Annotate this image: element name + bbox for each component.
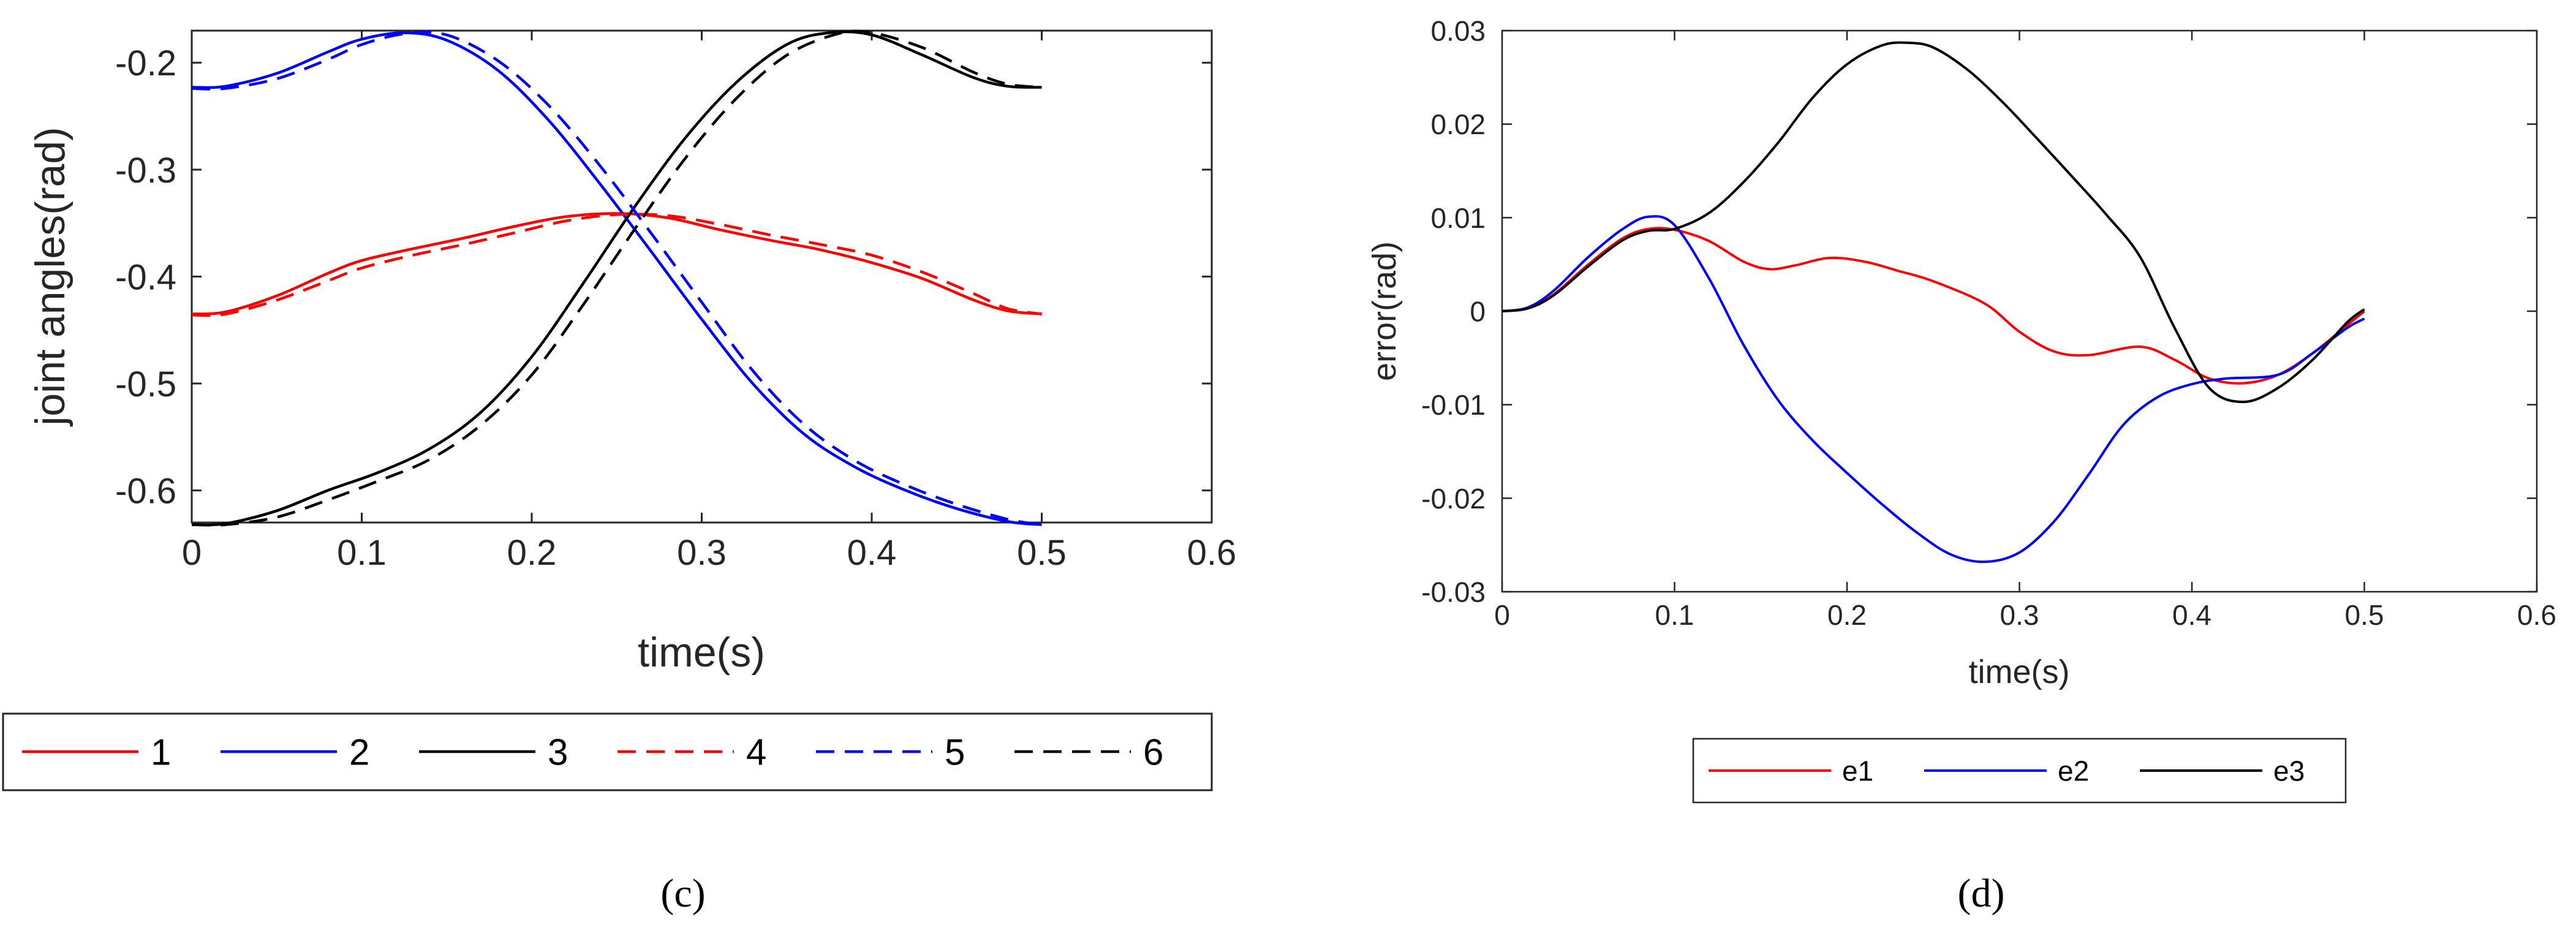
legend-label-5: 5 — [945, 732, 965, 773]
x-tick-label: 0.6 — [2517, 599, 2556, 631]
y-tick-label: -0.3 — [115, 151, 176, 191]
series-line-5 — [191, 31, 1042, 526]
legend-label-6: 6 — [1143, 732, 1163, 773]
plot-area-d — [1501, 29, 2538, 593]
x-ticks-d: 0 0.1 0.2 0.3 0.4 0.5 0.6 — [1494, 31, 2556, 631]
x-tick-label: 0.1 — [1655, 599, 1694, 631]
x-axis-label-c: time(s) — [638, 629, 765, 676]
caption-c: (c) — [660, 871, 705, 916]
y-tick-label: 0 — [1470, 296, 1486, 328]
y-ticks-c: -0.6 -0.5 -0.4 -0.3 -0.2 — [115, 43, 1212, 511]
legend-label-e1: e1 — [1842, 755, 1873, 787]
y-tick-label: -0.6 — [115, 472, 176, 511]
legend-items-d: e1 e2 e3 — [1709, 755, 2305, 787]
legend-label-4: 4 — [746, 732, 766, 773]
y-tick-label: 0.02 — [1430, 108, 1486, 140]
x-tick-label: 0.6 — [1187, 533, 1237, 573]
y-axis-label-c: joint angles(rad) — [27, 127, 74, 427]
x-tick-label: 0.1 — [337, 533, 387, 573]
legend-label-3: 3 — [548, 732, 568, 773]
series-line-e3 — [1501, 41, 2365, 404]
x-tick-label: 0 — [1494, 599, 1510, 631]
x-tick-label: 0.4 — [847, 533, 897, 573]
legend-label-1: 1 — [151, 732, 171, 773]
x-tick-label: 0 — [182, 533, 202, 573]
legend-label-e2: e2 — [2058, 755, 2089, 787]
x-tick-label: 0.3 — [2000, 599, 2039, 631]
x-tick-label: 0.2 — [1827, 599, 1867, 631]
y-tick-label: 0.01 — [1430, 202, 1486, 234]
x-tick-label: 0.2 — [507, 533, 557, 573]
chart-d: 0 0.1 0.2 0.3 0.4 0.5 0.6 -0.03 -0.02 -0.01 0 0.01… — [1366, 15, 2556, 916]
series-line-4 — [191, 213, 1042, 317]
x-tick-label: 0.5 — [2345, 599, 2384, 631]
series-line-3 — [191, 30, 1042, 527]
y-tick-label: -0.02 — [1421, 483, 1486, 515]
x-tick-label: 0.4 — [2172, 599, 2212, 631]
y-tick-label: 0.03 — [1430, 15, 1486, 47]
x-tick-label: 0.3 — [677, 533, 727, 573]
y-tick-label: -0.01 — [1421, 389, 1486, 421]
legend-label-e3: e3 — [2273, 755, 2305, 787]
chart-c: 0 0.1 0.2 0.3 0.4 0.5 0.6 -0.6 -0.5 -0.4 -0.3 -0.2… — [2, 29, 1236, 916]
legend-items-c: 1 2 3 4 5 6 — [22, 732, 1163, 773]
legend-c — [2, 712, 1213, 791]
plot-area-c — [191, 29, 1213, 524]
x-tick-label: 0.5 — [1017, 533, 1067, 573]
caption-d: (d) — [1958, 871, 2005, 916]
lines-d — [1501, 41, 2365, 564]
y-axis-label-d: error(rad) — [1366, 241, 1403, 381]
y-tick-label: -0.5 — [115, 364, 176, 404]
x-axis-label-d: time(s) — [1969, 654, 2070, 690]
y-tick-label: -0.03 — [1421, 576, 1486, 608]
x-ticks-c: 0 0.1 0.2 0.3 0.4 0.5 0.6 — [182, 31, 1236, 573]
y-tick-label: -0.4 — [115, 257, 176, 297]
y-tick-label: -0.2 — [115, 43, 176, 83]
series-line-2 — [191, 31, 1042, 526]
y-ticks-d: -0.03 -0.02 -0.01 0 0.01 0.02 0.03 — [1421, 15, 2537, 608]
series-line-e2 — [1501, 215, 2365, 564]
series-line-e1 — [1501, 227, 2365, 385]
lines-c — [191, 29, 1042, 527]
legend-label-2: 2 — [349, 732, 369, 773]
series-line-6 — [191, 29, 1042, 527]
